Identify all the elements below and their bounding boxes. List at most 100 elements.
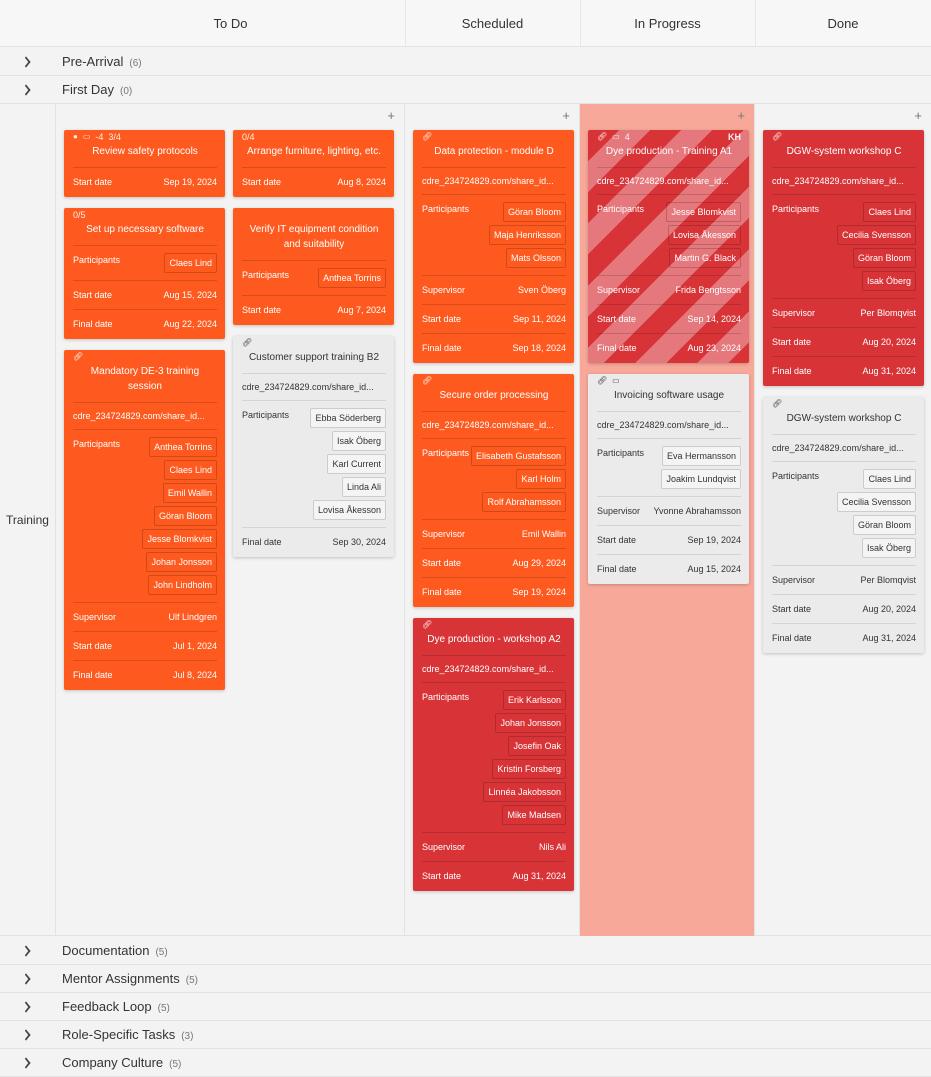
participant-chip[interactable]: Mike Madsen [502, 805, 566, 825]
card-link[interactable]: cdre_234724829.com/share_id... [422, 656, 566, 683]
task-card[interactable]: 🔗︎ ▭ 4 KH Dye production - Training A1 cdre_2… [588, 130, 749, 363]
participant-chip[interactable]: Claes Lind [164, 460, 217, 480]
group-row-pre-arrival[interactable]: Pre-Arrival (6) [0, 48, 931, 76]
participant-chip[interactable]: Eva Hermansson [661, 446, 741, 466]
chevron-right-icon[interactable] [23, 971, 29, 983]
participant-chip[interactable]: Lovisa Åkesson [312, 500, 386, 520]
participant-chip[interactable]: Cecilia Svensson [836, 225, 916, 245]
card-link[interactable]: cdre_234724829.com/share_id... [597, 412, 741, 439]
card-link[interactable]: cdre_234724829.com/share_id... [73, 403, 217, 430]
task-card[interactable]: 🔗︎ Dye production - workshop A2 cdre_23472… [413, 618, 574, 891]
participant-chip[interactable]: John Lindholm [148, 575, 217, 595]
card-title: Verify IT equipment condition and suitab… [242, 220, 386, 261]
field-final-date: Final date Jul 8, 2024 [73, 661, 217, 690]
add-card-button[interactable]: + [914, 108, 922, 123]
participant-chip[interactable]: Elisabeth Gustafsson [470, 446, 566, 466]
chevron-right-icon[interactable] [23, 1027, 29, 1039]
participant-chip[interactable]: Kristin Forsberg [492, 759, 566, 779]
add-card-button[interactable]: + [387, 108, 395, 123]
task-card[interactable]: 🔗︎ ▭ Invoicing software usage cdre_23472482… [588, 374, 749, 584]
participant-chip[interactable]: Göran Bloom [153, 506, 217, 526]
field-value: Sep 14, 2024 [687, 314, 741, 324]
task-card[interactable]: 0/5 Set up necessary software Participants… [64, 208, 225, 339]
participant-chip[interactable]: Erik Karlsson [502, 690, 566, 710]
chevron-right-icon[interactable] [23, 943, 29, 955]
add-card-button[interactable]: + [562, 108, 570, 123]
participant-chip[interactable]: Isak Öberg [861, 271, 916, 291]
field-supervisor: Supervisor Sven Öberg [422, 276, 566, 305]
field-value: Aug 7, 2024 [337, 305, 386, 315]
participant-chip[interactable]: Anthea Torrins [318, 268, 386, 288]
task-card[interactable]: 🔗︎ Secure order processing cdre_234724829.… [413, 374, 574, 607]
field-value: Aug 31, 2024 [512, 871, 566, 881]
group-row-documentation[interactable]: Documentation (5) [0, 937, 931, 965]
participant-chip[interactable]: Maja Henriksson [488, 225, 566, 245]
group-name: Feedback Loop (5) [62, 999, 170, 1014]
participant-chip[interactable]: Karl Current [327, 454, 386, 474]
participant-chip[interactable]: Jesse Blomkvist [142, 529, 217, 549]
task-card[interactable]: ● ▭ -4 3/4 Review safety protocols Start date… [64, 130, 225, 197]
task-card[interactable]: 🔗︎ Customer support training B2 cdre_23472… [233, 336, 394, 557]
participant-chip[interactable]: Claes Lind [863, 202, 916, 222]
card-link[interactable]: cdre_234724829.com/share_id... [597, 168, 741, 195]
participant-chip[interactable]: Göran Bloom [852, 515, 916, 535]
participant-chip[interactable]: Johan Jonsson [495, 713, 566, 733]
task-card[interactable]: Verify IT equipment condition and suitab… [233, 208, 394, 325]
participant-chip[interactable]: Cecilia Svensson [836, 492, 916, 512]
participant-chip[interactable]: Göran Bloom [852, 248, 916, 268]
add-card-button[interactable]: + [737, 108, 745, 123]
group-count: (6) [129, 58, 142, 69]
participant-chip[interactable]: Karl Holm [516, 469, 566, 489]
card-link[interactable]: cdre_234724829.com/share_id... [772, 435, 916, 462]
participant-chip[interactable]: Claes Lind [863, 469, 916, 489]
participant-chip[interactable]: Claes Lind [164, 253, 217, 273]
group-row-company-culture[interactable]: Company Culture (5) [0, 1049, 931, 1077]
field-label: Final date [597, 564, 637, 574]
participant-chip[interactable]: Joakim Lundqvist [661, 469, 741, 489]
card-link[interactable]: cdre_234724829.com/share_id... [422, 412, 566, 439]
participant-chip[interactable]: Linnéa Jakobsson [483, 782, 566, 802]
group-name: Role-Specific Tasks (3) [62, 1027, 193, 1042]
card-link[interactable]: cdre_234724829.com/share_id... [422, 168, 566, 195]
field-label: Participants [242, 410, 290, 420]
group-row-mentor-assignments[interactable]: Mentor Assignments (5) [0, 965, 931, 993]
field-label: Supervisor [422, 285, 466, 295]
field-label: Supervisor [422, 529, 466, 539]
group-label: Mentor Assignments [62, 971, 180, 986]
participant-chip[interactable]: Isak Öberg [861, 538, 916, 558]
group-row-feedback-loop[interactable]: Feedback Loop (5) [0, 993, 931, 1021]
chevron-right-icon[interactable] [23, 999, 29, 1011]
field-supervisor: Supervisor Nils Ali [422, 833, 566, 862]
card-link[interactable]: cdre_234724829.com/share_id... [772, 168, 916, 195]
participant-chip[interactable]: Mats Olsson [505, 248, 566, 268]
participant-chip[interactable]: Emil Wallin [162, 483, 217, 503]
participant-chip[interactable]: Johan Jonsson [146, 552, 217, 572]
participant-chip[interactable]: Jesse Blomkvist [666, 202, 741, 222]
participant-chip[interactable]: Ebba Söderberg [310, 408, 386, 428]
participant-chip[interactable]: Göran Bloom [502, 202, 566, 222]
chevron-right-icon[interactable] [23, 1055, 29, 1067]
participant-chip[interactable]: Rolf Abrahamsson [482, 492, 566, 512]
participant-chip[interactable]: Isak Öberg [331, 431, 386, 451]
group-row-role-specific-tasks[interactable]: Role-Specific Tasks (3) [0, 1021, 931, 1049]
group-row-first-day[interactable]: First Day (0) [0, 76, 931, 104]
participant-chip[interactable]: Lovisa Åkesson [667, 225, 741, 245]
task-card[interactable]: 0/4 Arrange furniture, lighting, etc. Star… [233, 130, 394, 197]
field-label: Supervisor [597, 285, 641, 295]
badge-count: 4 [624, 132, 630, 142]
participant-chip[interactable]: Martin G. Black [669, 248, 741, 268]
field-final-date: Final date Aug 31, 2024 [772, 624, 916, 653]
chevron-right-icon[interactable] [23, 54, 29, 66]
card-link[interactable]: cdre_234724829.com/share_id... [242, 374, 386, 401]
task-card[interactable]: 🔗︎ Mandatory DE-3 training session cdre_23… [64, 350, 225, 690]
participant-chip[interactable]: Josefin Oak [508, 736, 566, 756]
group-name: First Day (0) [62, 82, 132, 97]
participant-chip[interactable]: Anthea Torrins [149, 437, 217, 457]
chevron-right-icon[interactable] [23, 82, 29, 94]
field-value: Aug 29, 2024 [512, 558, 566, 568]
participant-chip[interactable]: Linda Ali [341, 477, 386, 497]
